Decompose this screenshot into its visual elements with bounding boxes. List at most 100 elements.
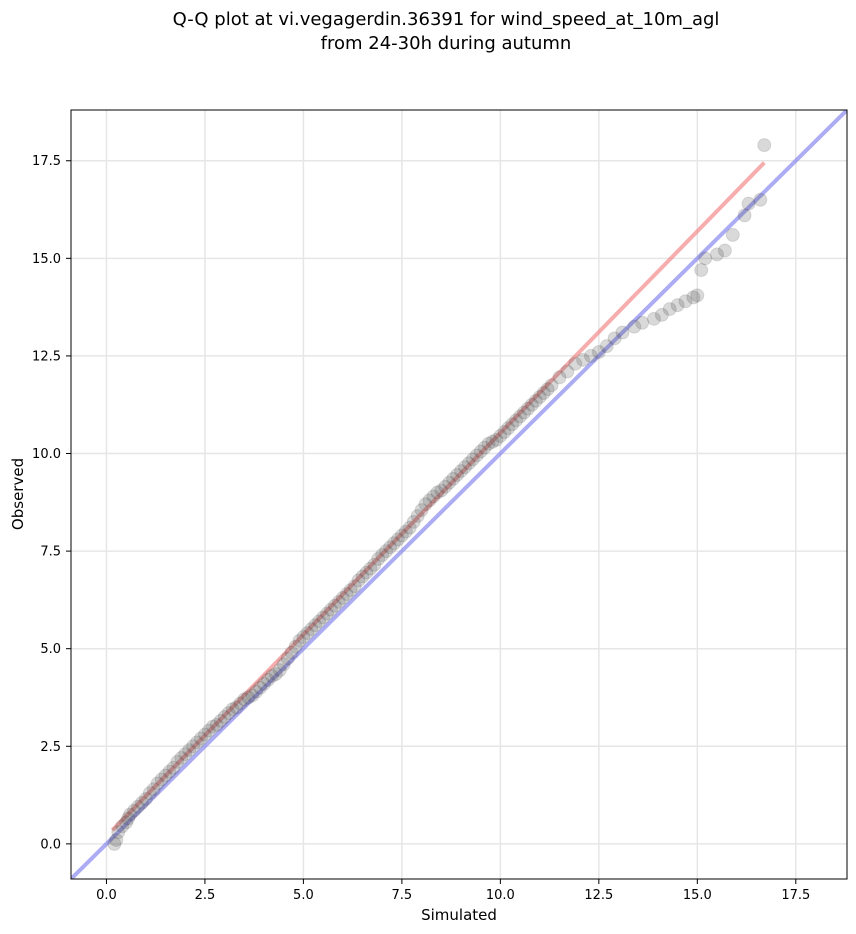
data-point — [190, 735, 205, 750]
x-tick-label: 5.0 — [293, 888, 314, 903]
ticks: 0.0 2.5 5.0 7.5 10.0 12.5 15.0 17.5 0.0 2.5 5.0 7.5… — [32, 154, 810, 903]
data-point — [233, 696, 248, 711]
data-point — [121, 811, 136, 826]
data-point — [312, 614, 327, 629]
x-tick-label: 0.0 — [96, 888, 117, 903]
data-point — [272, 663, 287, 678]
data-point — [390, 532, 405, 547]
y-tick-label: 12.5 — [32, 349, 61, 364]
data-point — [241, 690, 256, 705]
data-point — [260, 672, 275, 687]
data-point — [253, 680, 268, 695]
data-point — [339, 587, 354, 602]
data-point — [457, 460, 472, 475]
data-point — [540, 382, 555, 397]
data-point — [174, 750, 189, 765]
data-point — [434, 483, 449, 498]
data-point — [166, 760, 181, 775]
data-point — [158, 768, 173, 783]
data-point — [414, 503, 429, 518]
data-point — [453, 464, 468, 479]
data-point — [757, 138, 772, 153]
data-point — [320, 606, 335, 621]
data-point — [201, 723, 216, 738]
data-point — [576, 352, 591, 367]
data-point — [501, 421, 516, 436]
data-point — [237, 692, 252, 707]
x-tick-label: 7.5 — [392, 888, 413, 903]
data-point — [327, 598, 342, 613]
data-point — [225, 702, 240, 717]
data-point — [300, 626, 315, 641]
data-point — [249, 684, 264, 699]
data-layer — [71, 110, 847, 879]
chart-title-line-2: from 24-30h during autumn — [321, 33, 572, 54]
data-point — [146, 782, 161, 797]
data-point — [662, 302, 677, 317]
data-point — [402, 520, 417, 535]
data-point — [599, 339, 614, 354]
data-point — [406, 514, 421, 529]
data-point — [485, 434, 500, 449]
data-point — [450, 467, 465, 482]
chart-title-line-1: Q-Q plot at vi.vegagerdin.36391 for wind… — [173, 9, 720, 30]
data-point — [520, 401, 535, 416]
data-point — [150, 776, 165, 791]
data-point — [296, 629, 311, 644]
data-point — [351, 573, 366, 588]
data-point — [694, 263, 709, 278]
data-point — [568, 356, 583, 371]
data-point — [323, 602, 338, 617]
data-point — [109, 832, 124, 847]
x-axis-label: Simulated — [421, 906, 497, 924]
data-point — [505, 417, 520, 432]
data-point — [737, 208, 752, 223]
x-tick-label: 2.5 — [195, 888, 216, 903]
data-point — [276, 657, 291, 672]
data-point — [493, 428, 508, 443]
data-point — [288, 639, 303, 654]
y-tick-label: 15.0 — [32, 252, 61, 267]
fit-line — [110, 161, 766, 832]
data-point — [698, 251, 713, 266]
data-point — [359, 565, 374, 580]
data-point — [107, 836, 122, 851]
data-point — [686, 290, 701, 305]
data-point — [316, 610, 331, 625]
data-point — [418, 497, 433, 512]
data-point — [193, 731, 208, 746]
data-point — [343, 583, 358, 598]
data-point — [154, 772, 169, 787]
data-point — [379, 544, 394, 559]
data-point — [355, 569, 370, 584]
data-point — [532, 389, 547, 404]
data-point — [367, 557, 382, 572]
data-point — [410, 508, 425, 523]
data-point — [690, 288, 705, 303]
data-point — [497, 425, 512, 440]
data-point — [509, 413, 524, 428]
data-point — [627, 319, 642, 334]
data-point — [134, 795, 149, 810]
data-point — [536, 386, 551, 401]
y-tick-label: 2.5 — [40, 740, 61, 755]
data-point — [473, 444, 488, 459]
y-tick-label: 0.0 — [40, 837, 61, 852]
x-tick-label: 10.0 — [486, 888, 515, 903]
data-point — [387, 536, 402, 551]
data-point — [646, 311, 661, 326]
y-tick-label: 10.0 — [32, 447, 61, 462]
data-point — [591, 345, 606, 360]
data-point — [284, 645, 299, 660]
data-point — [178, 747, 193, 762]
data-point — [516, 405, 531, 420]
data-point — [635, 315, 650, 330]
data-point — [119, 815, 134, 830]
data-point — [481, 436, 496, 451]
data-point — [607, 331, 622, 346]
data-point — [426, 489, 441, 504]
data-point — [383, 540, 398, 555]
data-point — [513, 409, 528, 424]
y-axis-label: Observed — [9, 458, 27, 530]
